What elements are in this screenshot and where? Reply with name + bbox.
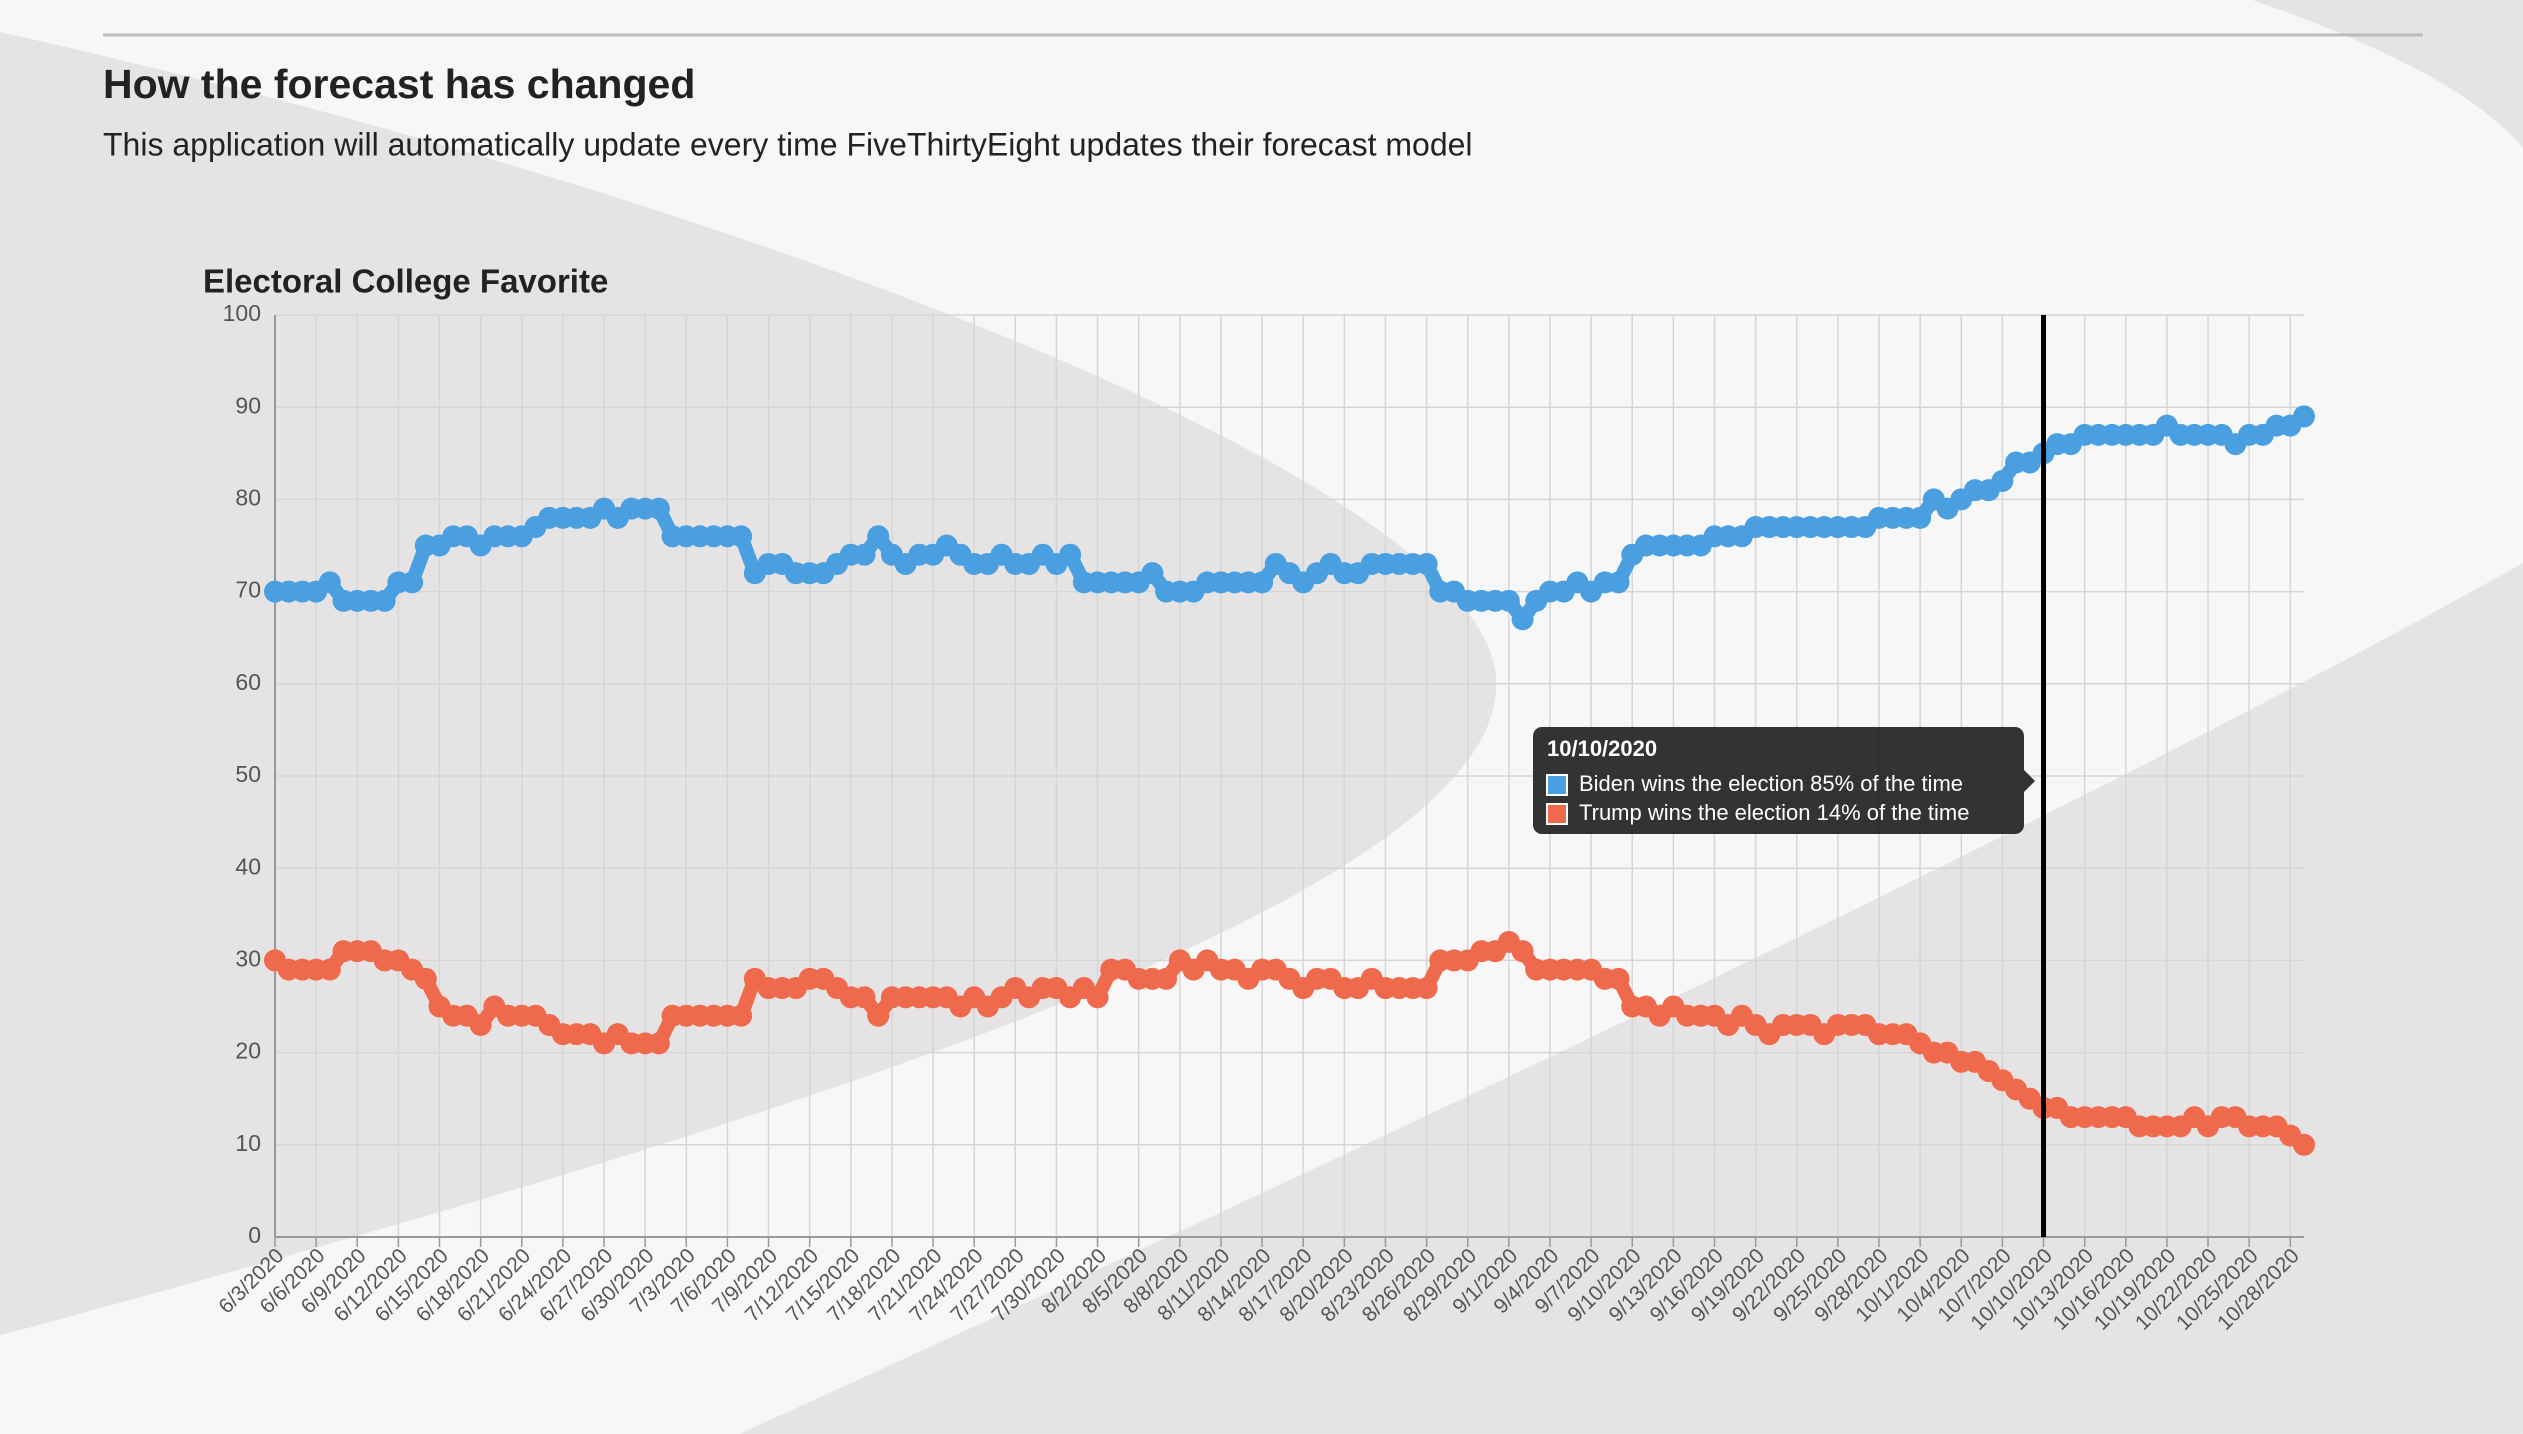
data-point <box>1155 967 1178 990</box>
bg-shape <box>740 563 2523 1434</box>
data-point <box>853 543 876 566</box>
y-tick-label: 60 <box>235 669 261 695</box>
y-tick-label: 20 <box>235 1038 261 1064</box>
tooltip: 10/10/2020 Biden wins the election 85% of… <box>1533 727 2035 834</box>
tooltip-pointer <box>2024 770 2035 792</box>
y-tick-label: 70 <box>235 577 261 603</box>
data-point <box>1251 571 1274 594</box>
tooltip-title: 10/10/2020 <box>1547 736 1657 761</box>
data-point <box>2293 1133 2315 1156</box>
data-point <box>730 1004 753 1027</box>
data-point <box>1086 986 1109 1009</box>
tooltip-item: Biden wins the election 85% of the time <box>1579 771 1963 796</box>
y-tick-label: 40 <box>235 853 261 879</box>
data-point <box>1415 977 1438 1000</box>
tooltip-swatch <box>1546 774 1568 796</box>
y-tick-label: 50 <box>235 761 261 787</box>
data-point <box>853 986 876 1009</box>
page-subtitle: This application will automatically upda… <box>103 126 1473 162</box>
data-point <box>1991 469 2014 492</box>
data-point <box>1607 571 1630 594</box>
data-point <box>730 525 753 548</box>
data-point <box>469 1013 492 1036</box>
data-point <box>1607 967 1630 990</box>
data-point <box>414 967 437 990</box>
chart-title: Electoral College Favorite <box>203 263 608 300</box>
page-title: How the forecast has changed <box>103 61 695 107</box>
y-tick-label: 90 <box>235 392 261 418</box>
y-tick-label: 80 <box>235 484 261 510</box>
y-tick-label: 30 <box>235 945 261 971</box>
data-point <box>647 1032 670 1055</box>
data-point <box>1141 562 1164 585</box>
y-tick-label: 0 <box>248 1222 261 1248</box>
data-point <box>1511 940 1534 963</box>
data-point <box>1415 552 1438 575</box>
data-point <box>867 1004 890 1027</box>
tooltip-item: Trump wins the election 14% of the time <box>1579 800 1969 825</box>
data-point <box>318 958 341 981</box>
data-point <box>1059 543 1082 566</box>
data-point <box>867 525 890 548</box>
data-point <box>401 571 424 594</box>
tooltip-box <box>1533 727 2024 834</box>
data-point <box>1497 589 1520 612</box>
data-point <box>373 589 396 612</box>
tooltip-swatch <box>1546 803 1568 825</box>
data-point <box>1511 608 1534 631</box>
y-tick-label: 100 <box>223 300 261 326</box>
data-point <box>1909 506 1932 529</box>
data-point <box>647 497 670 520</box>
y-tick-label: 10 <box>235 1130 261 1156</box>
bg-shape <box>2252 0 2523 149</box>
data-point <box>318 571 341 594</box>
data-point <box>2293 405 2315 428</box>
